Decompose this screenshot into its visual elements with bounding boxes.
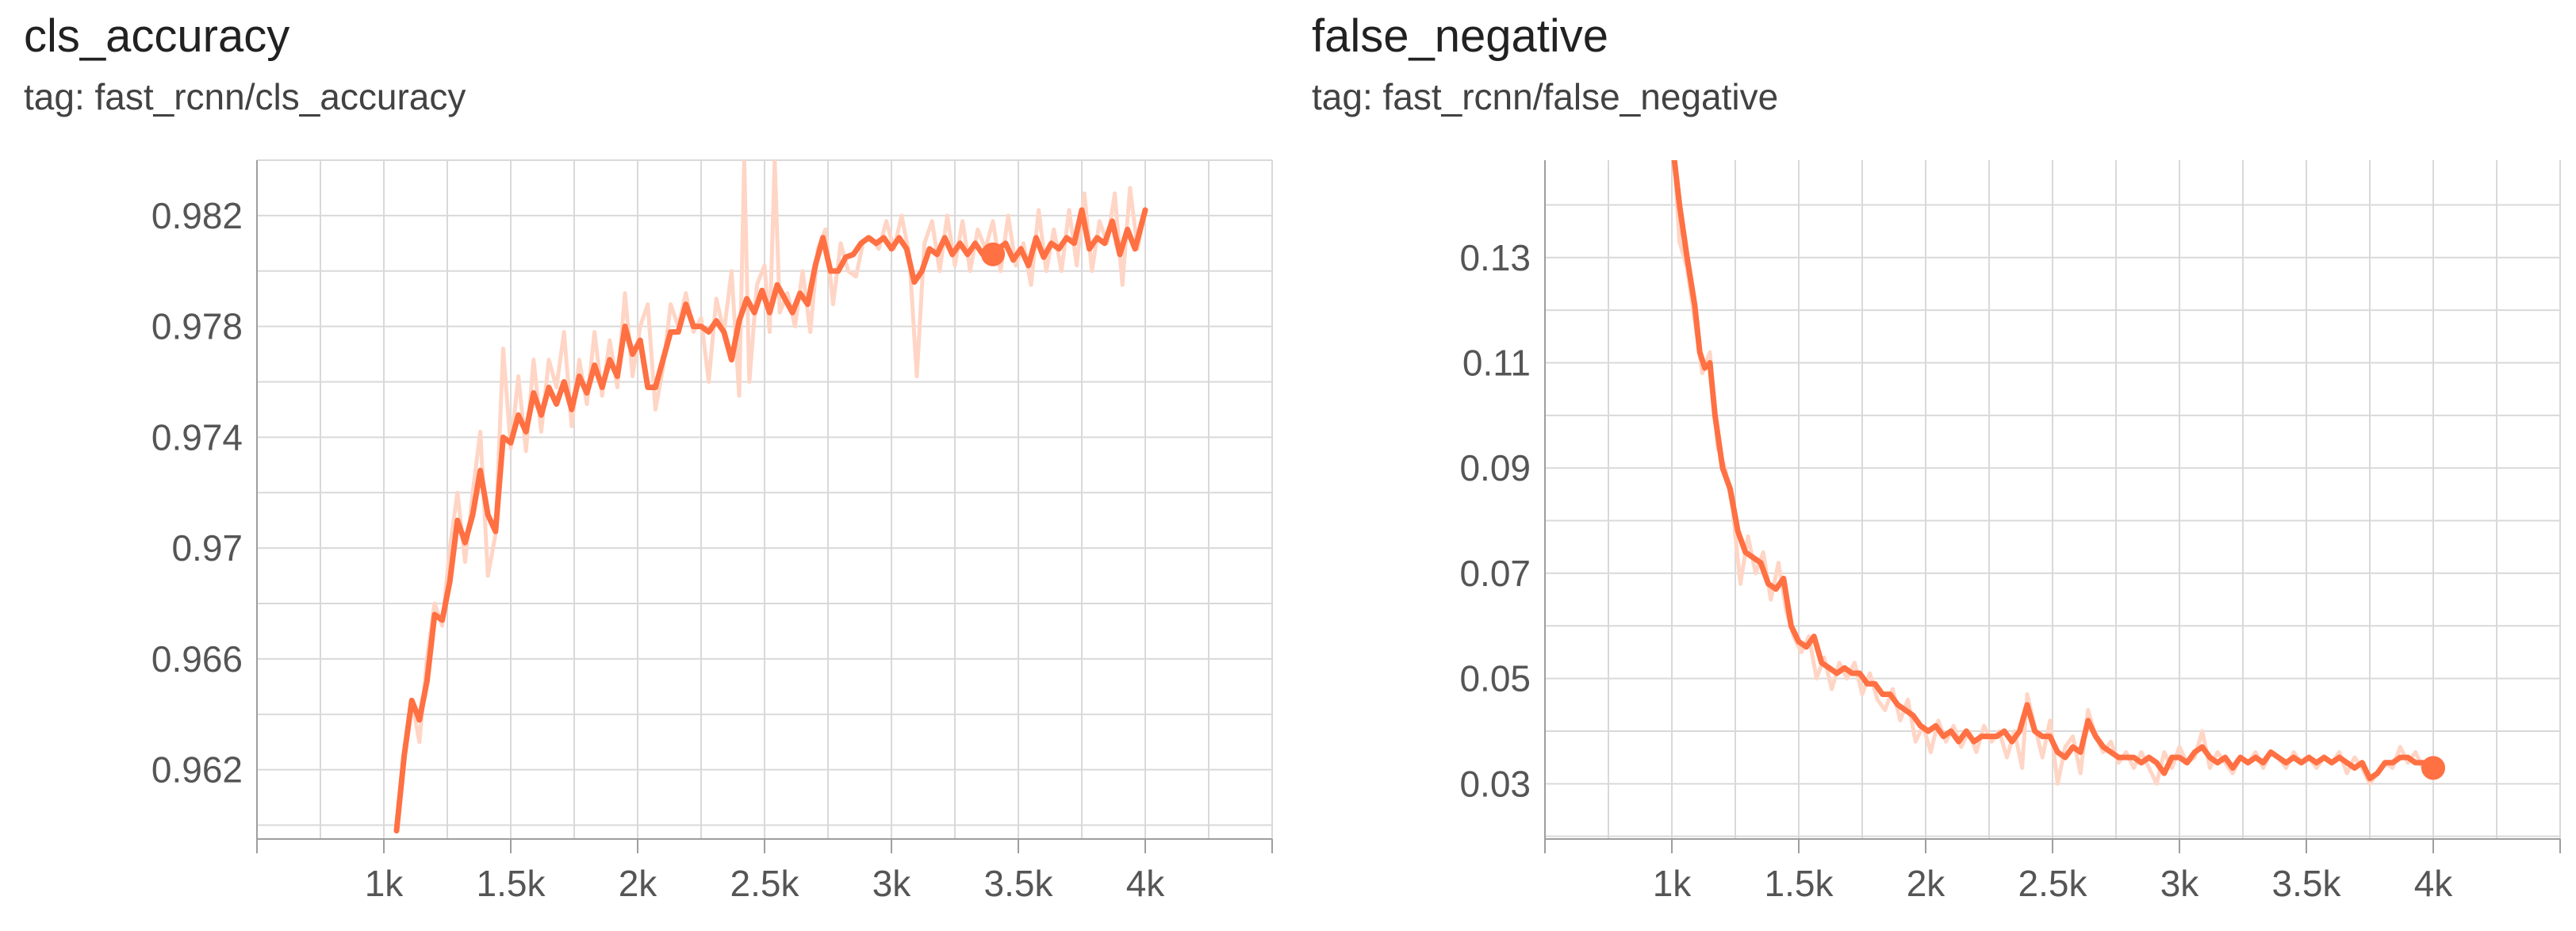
x-gridlines	[256, 160, 1273, 839]
chart-title: false_negative	[1312, 10, 1609, 62]
y-tick-label: 0.03	[1459, 763, 1531, 804]
x-tick-label: 2.5k	[2018, 863, 2088, 904]
y-tick-label: 0.982	[151, 195, 243, 236]
y-tick-label: 0.97	[171, 527, 243, 569]
x-tick-label: 2k	[619, 863, 658, 904]
x-tick-label: 1.5k	[477, 863, 546, 904]
smoothed-series-line	[393, 207, 1148, 833]
y-tick-label: 0.09	[1459, 447, 1531, 488]
hover-point-marker[interactable]	[2421, 756, 2445, 780]
y-tick-label: 0.05	[1459, 658, 1531, 699]
x-tick-label: 2k	[1907, 863, 1946, 904]
y-tick-label: 0.974	[151, 416, 243, 458]
x-tick-label: 4k	[2414, 863, 2454, 904]
chart-title: cls_accuracy	[24, 10, 290, 62]
x-tick-label: 3.5k	[984, 863, 1054, 904]
x-tick-label: 3k	[2160, 863, 2200, 904]
chart-tag: tag: fast_rcnn/cls_accuracy	[24, 76, 466, 117]
line-chart-cls-accuracy[interactable]: 0.962 0.966 0.97 0.974 0.978 0.982 1k 1.5k 2k 2.5…	[0, 0, 1288, 931]
x-tick-label: 1k	[1653, 863, 1692, 904]
x-tick-label: 4k	[1126, 863, 1166, 904]
y-tick-label: 0.978	[151, 306, 243, 347]
raw-series-line	[1672, 160, 2436, 786]
x-tick-label: 1.5k	[1765, 863, 1834, 904]
series-group	[393, 160, 1148, 833]
series-group	[1671, 160, 2436, 786]
raw-series-line	[394, 160, 1148, 833]
y-tick-label: 0.11	[1462, 342, 1531, 383]
x-gridlines	[1544, 160, 2561, 839]
x-tick-label: 1k	[365, 863, 404, 904]
y-tick-label: 0.07	[1459, 553, 1531, 594]
line-chart-false-negative[interactable]: 0.03 0.05 0.07 0.09 0.11 0.13 1k 1.5k 2k 2.5k 3k 3.…	[1288, 0, 2576, 931]
y-tick-label: 0.962	[151, 749, 243, 791]
x-tick-label: 2.5k	[730, 863, 800, 904]
chart-card-false-negative: false_negative tag: fast_rcnn/false_nega…	[1288, 0, 2576, 931]
smoothed-series-line	[1671, 160, 2436, 782]
x-tick-label: 3k	[872, 863, 912, 904]
chart-card-cls-accuracy: cls_accuracy tag: fast_rcnn/cls_accuracy…	[0, 0, 1288, 931]
y-tick-label: 0.13	[1459, 237, 1531, 278]
x-tick-label: 3.5k	[2272, 863, 2342, 904]
chart-tag: tag: fast_rcnn/false_negative	[1312, 76, 1779, 117]
hover-point-marker[interactable]	[981, 242, 1005, 266]
y-tick-label: 0.966	[151, 638, 243, 680]
